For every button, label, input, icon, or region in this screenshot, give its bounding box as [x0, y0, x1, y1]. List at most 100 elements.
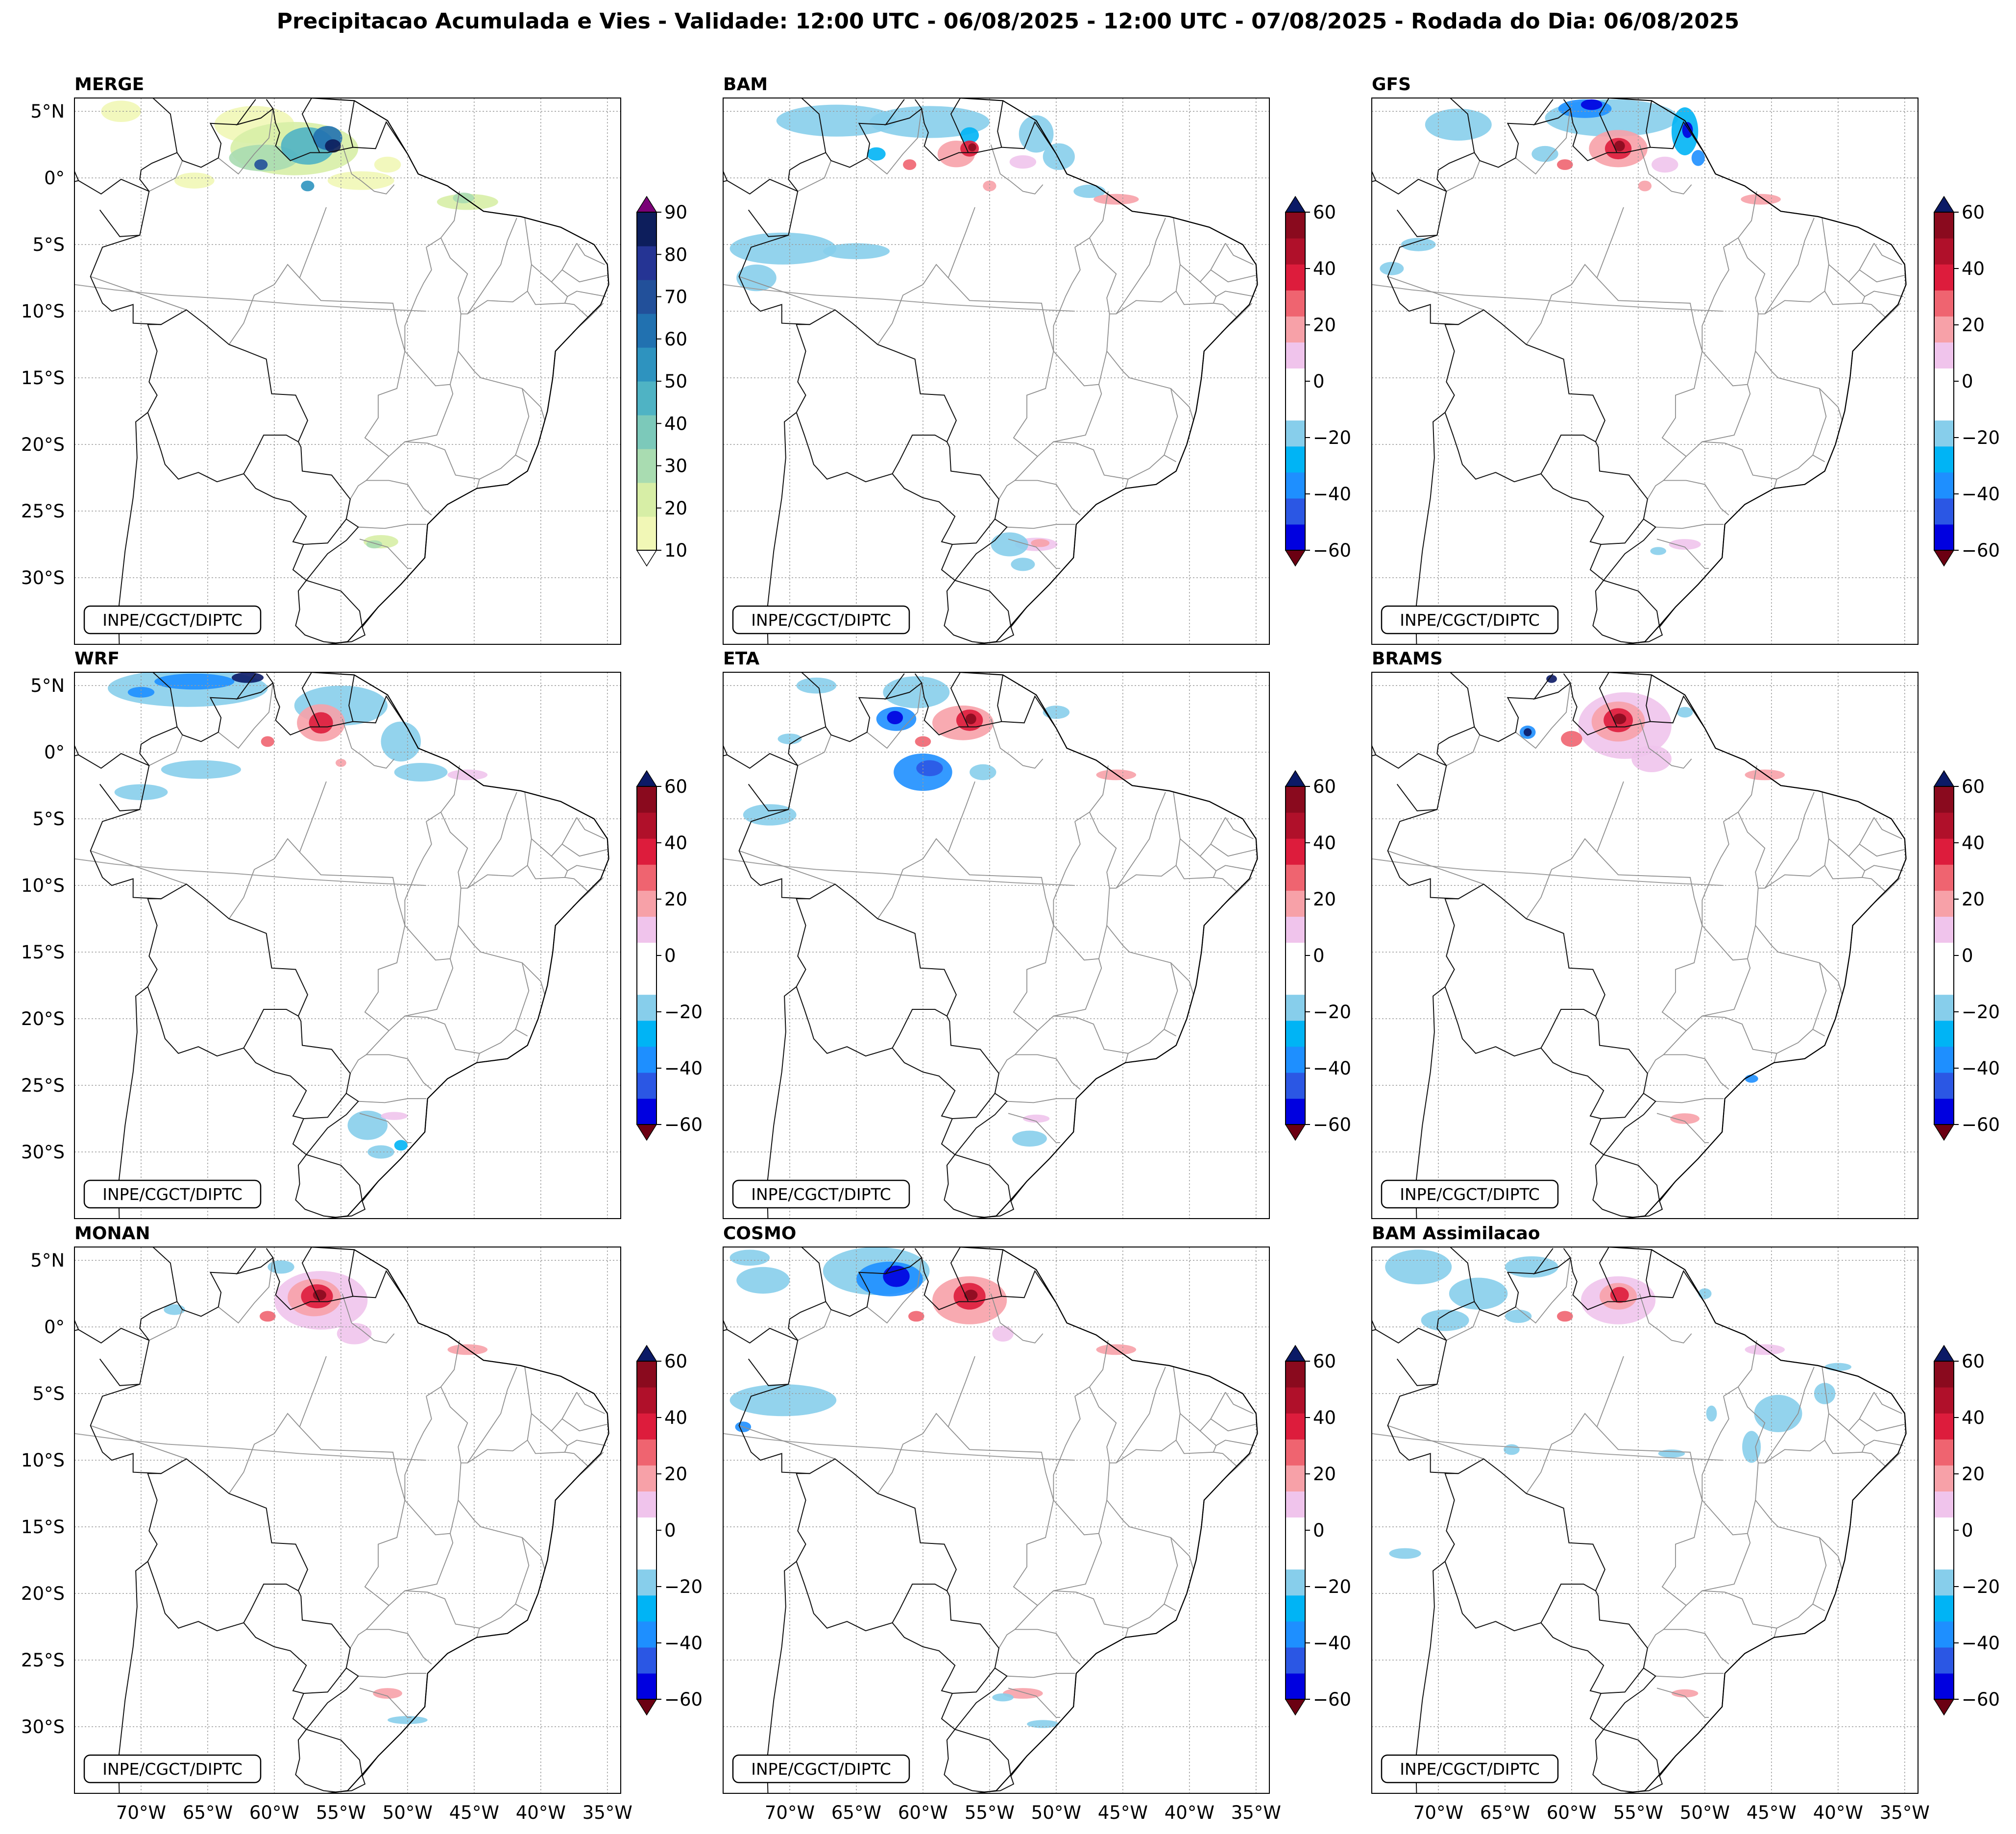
country-border [147, 1473, 161, 1562]
field-patch [1650, 547, 1666, 555]
state-border [1053, 238, 1117, 387]
colorbar-segment [637, 968, 656, 995]
map-area [723, 30, 1269, 644]
colorbar-segment [1934, 968, 1954, 995]
colorbar-tick-label: −40 [1962, 1633, 2000, 1654]
panel-gfs: GFS INPE/CGCT/DIPTC 60 40 20 0 −20 −40 −60 [1371, 30, 2000, 645]
field-patch [1742, 1431, 1761, 1463]
colorbar-tick-label: −40 [1962, 484, 2000, 505]
colorbar-tick-label: 20 [664, 889, 687, 910]
country-border [147, 1561, 244, 1632]
colorbar-tick-label: 50 [664, 371, 687, 392]
state-border [1116, 1367, 1181, 1464]
state-border [515, 1537, 530, 1612]
state-border [1656, 538, 1709, 569]
country-border [748, 783, 789, 811]
colorbar-tick-label: −60 [1313, 1114, 1351, 1135]
state-border [299, 781, 327, 853]
state-border [1655, 1098, 1724, 1103]
state-border [467, 218, 532, 315]
state-border [797, 1309, 832, 1341]
colorbar-over-arrow [1285, 196, 1306, 213]
coastline [311, 672, 609, 1219]
colorbar-over-arrow [636, 196, 657, 213]
colorbar-tick-label: 20 [664, 498, 687, 519]
state-border [458, 351, 545, 421]
state-border [1824, 291, 1862, 305]
country-border [944, 1729, 1015, 1793]
colorbar-segment [1934, 1020, 1954, 1047]
colorbar-tick-label: 10 [664, 540, 687, 561]
credit-text: INPE/CGCT/DIPTC [102, 1760, 243, 1779]
colorbar-under-arrow [1285, 1699, 1306, 1716]
country-border [1449, 1247, 1475, 1302]
country-border [1400, 30, 1407, 79]
colorbar-bias: 60 40 20 0 −20 −40 −60 [1285, 196, 1351, 567]
map-frame [1371, 1247, 1919, 1794]
state-border [426, 191, 460, 248]
colorbar-bias: 60 40 20 0 −20 −40 −60 [1933, 196, 2000, 567]
colorbar-tick-label: 60 [1962, 776, 1985, 797]
field-patch [337, 1323, 372, 1345]
state-border [877, 1433, 923, 1494]
coastline [1608, 672, 1907, 1219]
colorbar-segment [1286, 812, 1305, 839]
colorbar-tick-label: −60 [1962, 1114, 2000, 1135]
lon-tick-label: 40°W [1165, 1802, 1214, 1823]
colorbar-tick-label: −20 [1313, 1576, 1351, 1597]
state-border [1828, 817, 1875, 857]
colorbar-segment [1286, 916, 1305, 943]
country-border [723, 744, 728, 755]
colorbar-segment [637, 1647, 656, 1674]
colorbar-tick-label: 60 [664, 329, 687, 350]
map-frame [723, 98, 1270, 645]
field-patch [1073, 184, 1106, 198]
state-border [350, 1030, 389, 1074]
country-border [751, 30, 758, 79]
colorbar-segment [637, 1465, 656, 1492]
panel-title: MONAN [74, 1223, 150, 1244]
map-area [1372, 30, 1918, 644]
state-border [998, 1030, 1038, 1074]
state-border [1213, 870, 1253, 893]
country-border [152, 98, 178, 153]
colorbar-tick-label: 40 [1962, 258, 1985, 279]
field-patch [1012, 1130, 1047, 1147]
state-border [1702, 384, 1751, 442]
state-border [274, 838, 300, 859]
colorbar-segment [1286, 1020, 1305, 1047]
lon-tick-label: 35°W [1231, 1802, 1281, 1823]
lat-tick-label: 5°N [30, 101, 65, 122]
country-border [1601, 518, 1644, 545]
colorbar-under-arrow [1933, 1699, 1955, 1716]
colorbar-segment [637, 1595, 656, 1622]
state-border [1828, 1392, 1875, 1432]
field-patch [1652, 156, 1678, 173]
country-border [801, 98, 826, 153]
country-border [147, 898, 161, 987]
field-patch [174, 172, 215, 189]
credit-box: INPE/CGCT/DIPTC [83, 605, 262, 635]
colorbar-segment [1934, 1387, 1954, 1414]
state-border [947, 277, 1054, 457]
field-patch [964, 1290, 978, 1300]
colorbar-segment [1934, 368, 1954, 395]
colorbar-tick-label: 20 [664, 1464, 687, 1485]
colorbar-bias: 60 40 20 0 −20 −40 −60 [1933, 770, 2000, 1141]
field-patch [736, 1267, 790, 1294]
country-border [102, 30, 109, 79]
lon-tick-label: 65°W [831, 1802, 881, 1823]
amazon-line [74, 284, 427, 312]
state-border [148, 1309, 183, 1341]
colorbar-tick-label: −40 [1313, 1633, 1351, 1654]
country-border [1372, 170, 1377, 181]
field-patch [325, 139, 341, 153]
state-border [1053, 1387, 1117, 1536]
colorbar-segment [1286, 1072, 1305, 1099]
lon-tick-label: 50°W [1680, 1802, 1730, 1823]
colorbar-segment [637, 1387, 656, 1414]
field-patch [1093, 194, 1139, 205]
colorbar-segment [637, 1098, 656, 1125]
colorbar-segment [1286, 1413, 1305, 1440]
state-border [1702, 958, 1751, 1017]
